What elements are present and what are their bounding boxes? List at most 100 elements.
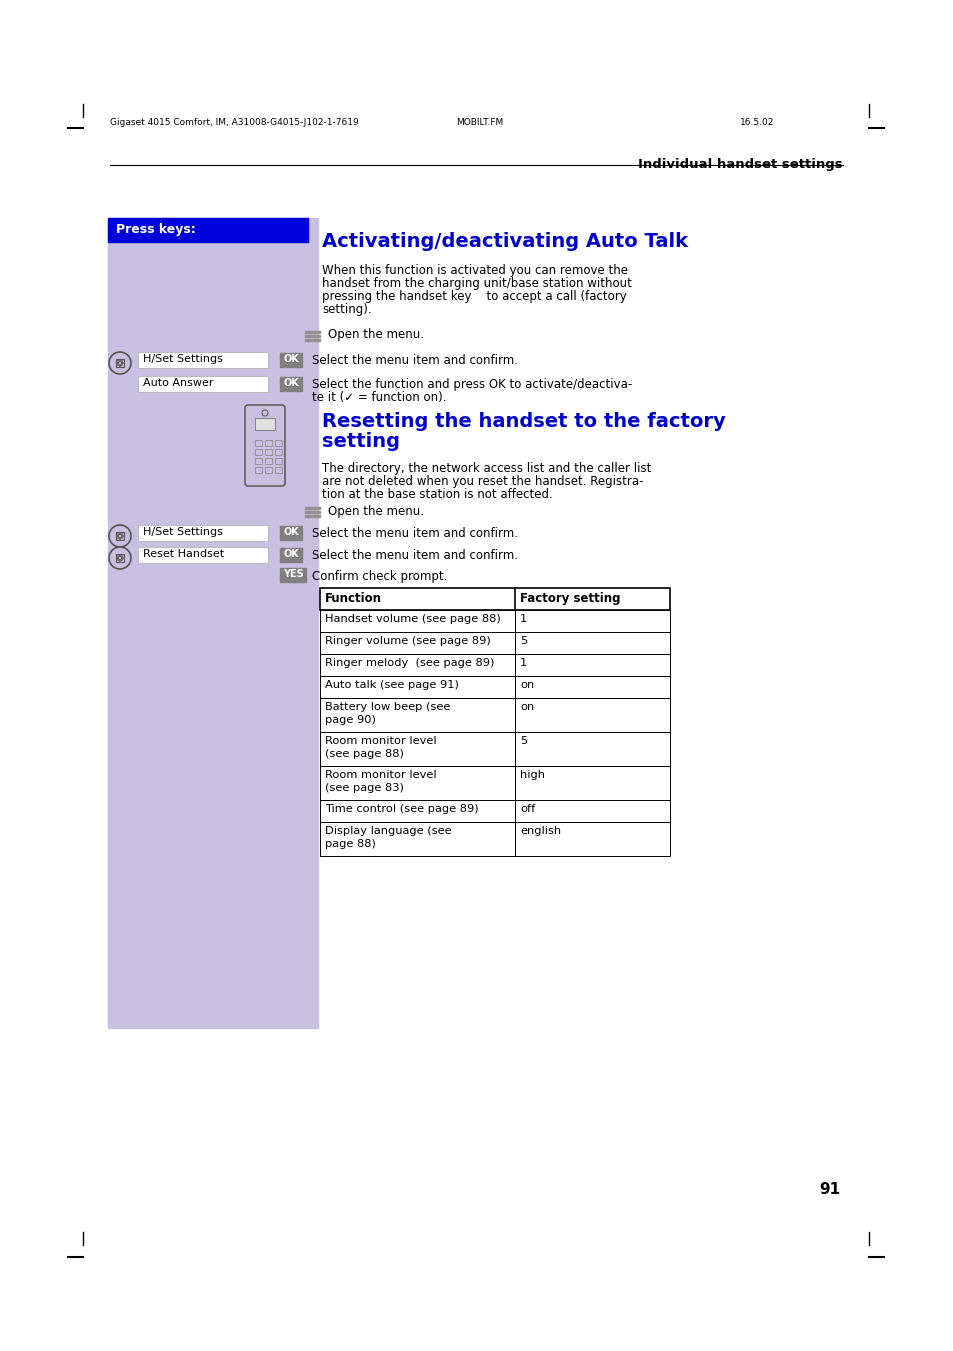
Bar bbox=[305, 511, 319, 513]
Bar bbox=[305, 515, 319, 517]
Text: on: on bbox=[519, 703, 534, 712]
Bar bbox=[319, 654, 515, 676]
Bar bbox=[515, 821, 669, 857]
Bar bbox=[515, 800, 669, 821]
Text: Individual handset settings: Individual handset settings bbox=[638, 158, 842, 172]
Bar bbox=[280, 567, 306, 582]
Text: Ringer volume (see page 89): Ringer volume (see page 89) bbox=[325, 636, 490, 646]
Bar bbox=[280, 549, 302, 562]
Bar bbox=[274, 440, 282, 446]
Bar bbox=[319, 698, 515, 732]
Text: (see page 88): (see page 88) bbox=[325, 748, 403, 759]
Bar bbox=[280, 526, 302, 540]
Text: off: off bbox=[519, 804, 535, 815]
Bar bbox=[108, 218, 317, 1028]
Bar bbox=[274, 449, 282, 455]
Text: Room monitor level: Room monitor level bbox=[325, 770, 436, 780]
Text: Confirm check prompt.: Confirm check prompt. bbox=[312, 570, 447, 584]
Text: Function: Function bbox=[325, 592, 381, 605]
Text: Open the menu.: Open the menu. bbox=[328, 328, 423, 340]
Bar bbox=[319, 800, 515, 821]
Text: Time control (see page 89): Time control (see page 89) bbox=[325, 804, 478, 815]
Bar bbox=[319, 632, 515, 654]
Bar bbox=[305, 507, 319, 509]
Bar bbox=[305, 331, 319, 332]
Bar bbox=[138, 547, 268, 563]
Bar bbox=[274, 458, 282, 463]
Bar bbox=[280, 377, 302, 390]
Text: When this function is activated you can remove the: When this function is activated you can … bbox=[322, 263, 627, 277]
Bar bbox=[254, 458, 262, 463]
Text: (see page 83): (see page 83) bbox=[325, 784, 403, 793]
Bar bbox=[515, 732, 669, 766]
Bar bbox=[138, 526, 268, 540]
Bar bbox=[254, 440, 262, 446]
Text: MOBILT.FM: MOBILT.FM bbox=[456, 118, 503, 127]
Bar bbox=[116, 532, 124, 540]
Bar bbox=[116, 554, 124, 562]
Text: tion at the base station is not affected.: tion at the base station is not affected… bbox=[322, 488, 552, 501]
Text: H/Set Settings: H/Set Settings bbox=[143, 527, 223, 536]
Text: 5: 5 bbox=[519, 636, 527, 646]
Bar bbox=[280, 353, 302, 367]
Text: Auto talk (see page 91): Auto talk (see page 91) bbox=[325, 680, 458, 690]
Text: Activating/deactivating Auto Talk: Activating/deactivating Auto Talk bbox=[322, 232, 687, 251]
Bar bbox=[138, 376, 268, 392]
Text: te it (✓ = function on).: te it (✓ = function on). bbox=[312, 390, 446, 404]
Text: setting: setting bbox=[322, 432, 399, 451]
Text: 16.5.02: 16.5.02 bbox=[740, 118, 774, 127]
Text: 1: 1 bbox=[519, 613, 527, 624]
Text: H/Set Settings: H/Set Settings bbox=[143, 354, 223, 363]
Text: YES: YES bbox=[282, 569, 303, 580]
Bar bbox=[254, 449, 262, 455]
Bar bbox=[515, 632, 669, 654]
Text: Gigaset 4015 Comfort, IM, A31008-G4015-J102-1-7619: Gigaset 4015 Comfort, IM, A31008-G4015-J… bbox=[110, 118, 358, 127]
Bar bbox=[265, 467, 272, 473]
Text: Auto Answer: Auto Answer bbox=[143, 378, 213, 388]
Bar bbox=[305, 339, 319, 340]
Bar bbox=[254, 417, 274, 430]
Text: Factory setting: Factory setting bbox=[519, 592, 619, 605]
Bar bbox=[319, 821, 515, 857]
Text: handset from the charging unit/base station without: handset from the charging unit/base stat… bbox=[322, 277, 631, 290]
Text: Reset Handset: Reset Handset bbox=[143, 549, 224, 559]
Bar bbox=[116, 359, 124, 367]
Text: Select the menu item and confirm.: Select the menu item and confirm. bbox=[312, 549, 517, 562]
Text: are not deleted when you reset the handset. Registra-: are not deleted when you reset the hands… bbox=[322, 476, 643, 488]
Text: setting).: setting). bbox=[322, 303, 372, 316]
Text: Open the menu.: Open the menu. bbox=[328, 505, 423, 517]
Text: english: english bbox=[519, 825, 560, 836]
Bar bbox=[108, 218, 308, 242]
Bar bbox=[515, 676, 669, 698]
Bar bbox=[254, 467, 262, 473]
Text: pressing the handset key    to accept a call (factory: pressing the handset key to accept a cal… bbox=[322, 290, 626, 303]
Bar bbox=[265, 449, 272, 455]
Text: Press keys:: Press keys: bbox=[116, 223, 195, 236]
Text: 5: 5 bbox=[519, 736, 527, 746]
Text: Battery low beep (see: Battery low beep (see bbox=[325, 703, 450, 712]
Text: on: on bbox=[519, 680, 534, 690]
Text: 91: 91 bbox=[818, 1182, 840, 1197]
Text: Room monitor level: Room monitor level bbox=[325, 736, 436, 746]
Bar bbox=[319, 611, 515, 632]
Text: page 90): page 90) bbox=[325, 715, 375, 725]
Text: Select the function and press OK to activate/deactiva-: Select the function and press OK to acti… bbox=[312, 378, 632, 390]
Text: 1: 1 bbox=[519, 658, 527, 667]
Text: OK: OK bbox=[283, 354, 298, 363]
Text: Ringer melody  (see page 89): Ringer melody (see page 89) bbox=[325, 658, 494, 667]
Bar bbox=[274, 467, 282, 473]
Text: Select the menu item and confirm.: Select the menu item and confirm. bbox=[312, 527, 517, 540]
Text: Handset volume (see page 88): Handset volume (see page 88) bbox=[325, 613, 500, 624]
Text: OK: OK bbox=[283, 549, 298, 559]
Text: The directory, the network access list and the caller list: The directory, the network access list a… bbox=[322, 462, 651, 476]
Text: OK: OK bbox=[283, 378, 298, 388]
Bar bbox=[515, 766, 669, 800]
Bar bbox=[515, 654, 669, 676]
Bar bbox=[319, 732, 515, 766]
Text: OK: OK bbox=[283, 527, 298, 536]
Bar bbox=[319, 676, 515, 698]
Bar bbox=[515, 611, 669, 632]
Text: Select the menu item and confirm.: Select the menu item and confirm. bbox=[312, 354, 517, 367]
Text: Display language (see: Display language (see bbox=[325, 825, 451, 836]
Text: Resetting the handset to the factory: Resetting the handset to the factory bbox=[322, 412, 725, 431]
